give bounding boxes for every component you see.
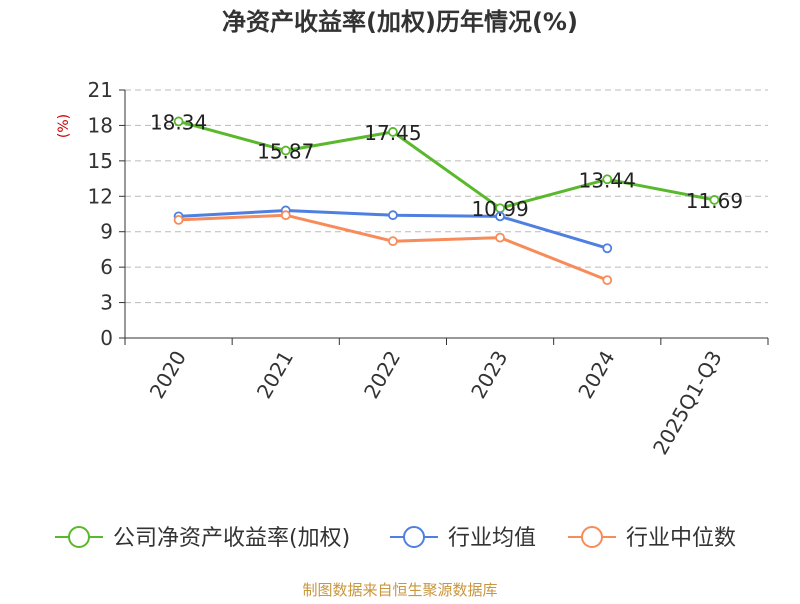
legend-marker [68, 526, 90, 548]
x-tick-label: 2020 [145, 347, 191, 403]
data-point[interactable] [280, 145, 291, 156]
source-footer: 制图数据来自恒生聚源数据库 [302, 581, 497, 599]
grid-lines [125, 89, 768, 304]
legend-marker [581, 526, 603, 548]
legend-label: 行业均值 [448, 526, 536, 551]
y-tick-label: 0 [100, 326, 113, 350]
data-label: 11.69 [686, 189, 743, 213]
legend-item[interactable]: 行业均值 [390, 526, 536, 551]
data-point[interactable] [495, 232, 505, 243]
data-point[interactable] [495, 211, 505, 222]
data-point[interactable] [602, 174, 613, 185]
data-label: 13.44 [579, 168, 636, 192]
legend-item[interactable]: 公司净资产收益率(加权) [55, 526, 350, 551]
legend-marker [403, 526, 425, 548]
data-point[interactable] [709, 195, 720, 205]
data-label: 15.87 [257, 140, 314, 164]
data-labels: 18.34 15.87 17.45 10.99 13.44 11.69 [150, 110, 743, 221]
series-line [177, 213, 609, 282]
x-tick-label: 2024 [573, 347, 619, 403]
data-label: 17.45 [364, 121, 421, 145]
data-point[interactable] [602, 275, 613, 286]
x-tick-label: 2022 [359, 347, 405, 403]
series-line [177, 119, 716, 210]
data-point[interactable] [388, 236, 398, 247]
axes: 0 3 6 9 12 15 18 21 2020 2021 2022 2023 2024 2025Q1-Q… [88, 78, 769, 459]
y-tick-label: 18 [88, 113, 113, 137]
chart-title: 净资产收益率(加权)历年情况(%) [222, 8, 578, 36]
data-label: 10.99 [471, 197, 528, 221]
data-point[interactable] [173, 215, 184, 225]
y-tick-label: 15 [88, 149, 113, 173]
y-tick-label: 9 [100, 220, 113, 244]
legend-label: 行业中位数 [626, 526, 736, 551]
y-axis-label: (%) [56, 114, 72, 138]
legend-item[interactable]: 行业中位数 [568, 526, 736, 551]
data-point[interactable] [280, 210, 291, 221]
y-tick-label: 12 [88, 184, 113, 208]
y-tick-label: 21 [88, 78, 113, 102]
data-point[interactable] [388, 210, 398, 221]
legend-label: 公司净资产收益率(加权) [113, 526, 350, 551]
x-tick-label: 2025Q1-Q3 [648, 347, 727, 459]
data-point[interactable] [388, 127, 398, 137]
y-tick-label: 3 [100, 291, 113, 315]
x-tick-label: 2023 [466, 347, 512, 403]
data-point[interactable] [602, 243, 613, 254]
data-point[interactable] [173, 116, 184, 127]
legend[interactable]: 公司净资产收益率(加权) 行业均值 行业中位数 [55, 526, 736, 551]
x-tick-label: 2021 [252, 347, 298, 403]
y-tick-label: 6 [100, 255, 113, 279]
data-label: 18.34 [150, 110, 207, 134]
series-lines [173, 116, 720, 286]
